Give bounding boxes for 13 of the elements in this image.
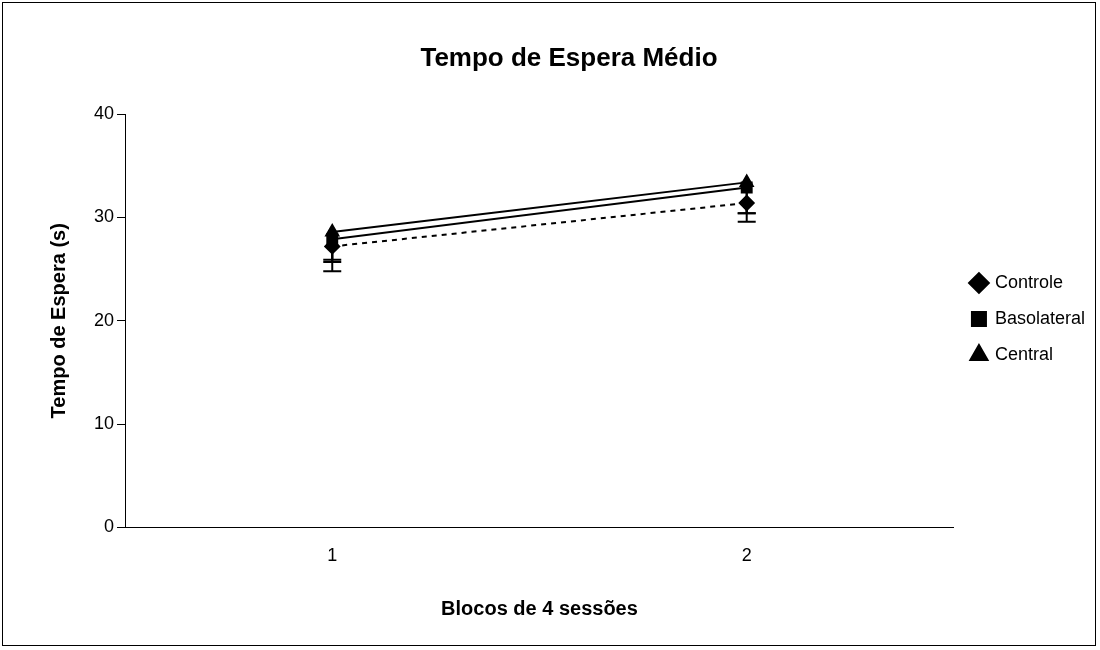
chart-title: Tempo de Espera Médio — [420, 41, 718, 72]
legend-label: Central — [994, 343, 1053, 364]
x-axis-title: Blocos de 4 sessões — [441, 596, 638, 619]
y-tick-label: 30 — [93, 206, 115, 227]
legend-label: Controle — [994, 271, 1063, 292]
y-axis-title: Tempo de Espera (s) — [46, 223, 69, 419]
y-tick-label: 20 — [93, 309, 115, 330]
y-tick-label: 0 — [104, 516, 115, 537]
x-tick-label: 2 — [741, 545, 752, 566]
legend-label: Basolateral — [994, 307, 1086, 328]
x-tick-label: 1 — [327, 545, 338, 566]
y-tick-label: 40 — [93, 103, 115, 124]
y-tick-label: 10 — [93, 413, 115, 434]
